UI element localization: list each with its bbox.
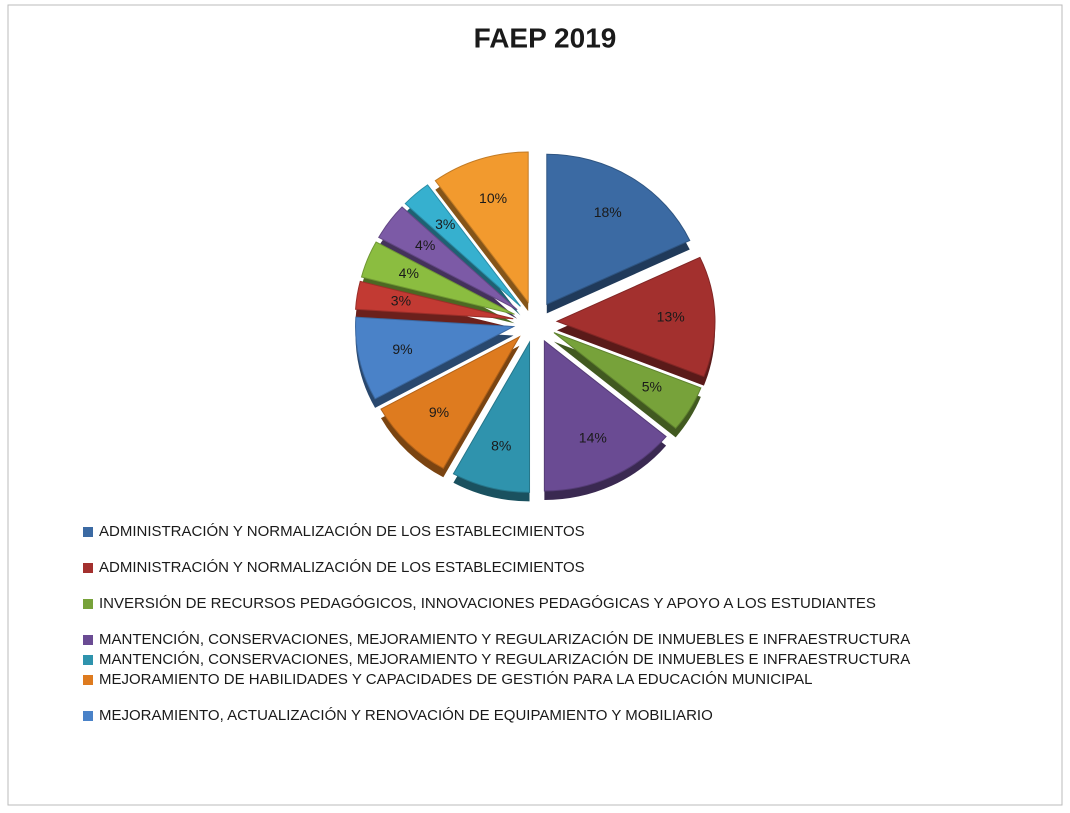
legend-swatch xyxy=(83,711,93,721)
data-label: 18% xyxy=(594,204,622,220)
legend-label: MANTENCIÓN, CONSERVACIONES, MEJORAMIENTO… xyxy=(99,651,911,668)
data-label: 9% xyxy=(392,341,412,357)
legend-item: MEJORAMIENTO, ACTUALIZACIÓN Y RENOVACIÓN… xyxy=(83,707,983,724)
data-label: 4% xyxy=(415,237,435,253)
slice xyxy=(543,339,667,492)
legend-label: ADMINISTRACIÓN Y NORMALIZACIÓN DE LOS ES… xyxy=(99,559,585,576)
chart-border xyxy=(7,4,1063,806)
slice xyxy=(553,332,702,430)
legend-label: ADMINISTRACIÓN Y NORMALIZACIÓN DE LOS ES… xyxy=(99,523,585,540)
slice xyxy=(434,151,529,304)
legend-swatch xyxy=(83,635,93,645)
slice xyxy=(355,280,514,320)
slice xyxy=(555,256,716,378)
legend-label: MEJORAMIENTO, ACTUALIZACIÓN Y RENOVACIÓN… xyxy=(99,707,713,724)
slice xyxy=(546,153,691,306)
legend-item: INVERSIÓN DE RECURSOS PEDAGÓGICOS, INNOV… xyxy=(83,595,983,612)
data-label: 3% xyxy=(435,216,455,232)
legend-item: ADMINISTRACIÓN Y NORMALIZACIÓN DE LOS ES… xyxy=(83,559,983,576)
data-label: 9% xyxy=(429,404,449,420)
slice xyxy=(404,184,521,307)
data-label: 13% xyxy=(657,309,685,325)
data-label: 8% xyxy=(491,438,511,454)
legend-item: ADMINISTRACIÓN Y NORMALIZACIÓN DE LOS ES… xyxy=(83,523,983,540)
legend-item: MEJORAMIENTO DE HABILIDADES Y CAPACIDADE… xyxy=(83,671,983,688)
legend-swatch xyxy=(83,675,93,685)
legend-item: MANTENCIÓN, CONSERVACIONES, MEJORAMIENTO… xyxy=(83,651,959,668)
slice xyxy=(355,316,516,400)
slice xyxy=(378,206,518,311)
slice xyxy=(360,241,515,315)
legend-label: MANTENCIÓN, CONSERVACIONES, MEJORAMIENTO… xyxy=(99,631,911,648)
legend-label: INVERSIÓN DE RECURSOS PEDAGÓGICOS, INNOV… xyxy=(99,595,876,612)
slice xyxy=(380,335,521,469)
legend-swatch xyxy=(83,655,93,665)
legend-label: MEJORAMIENTO DE HABILIDADES Y CAPACIDADE… xyxy=(99,671,813,688)
data-label: 14% xyxy=(579,429,607,445)
data-label: 4% xyxy=(399,265,419,281)
legend-item: MANTENCIÓN, CONSERVACIONES, MEJORAMIENTO… xyxy=(83,631,959,648)
legend-swatch xyxy=(83,599,93,609)
legend: ADMINISTRACIÓN Y NORMALIZACIÓN DE LOS ES… xyxy=(83,523,983,743)
data-label: 3% xyxy=(391,293,411,309)
data-label: 5% xyxy=(642,378,662,394)
slice xyxy=(452,340,531,493)
legend-swatch xyxy=(83,563,93,573)
chart-title: FAEP 2019 xyxy=(474,22,617,53)
legend-swatch xyxy=(83,527,93,537)
data-label: 10% xyxy=(479,190,507,206)
